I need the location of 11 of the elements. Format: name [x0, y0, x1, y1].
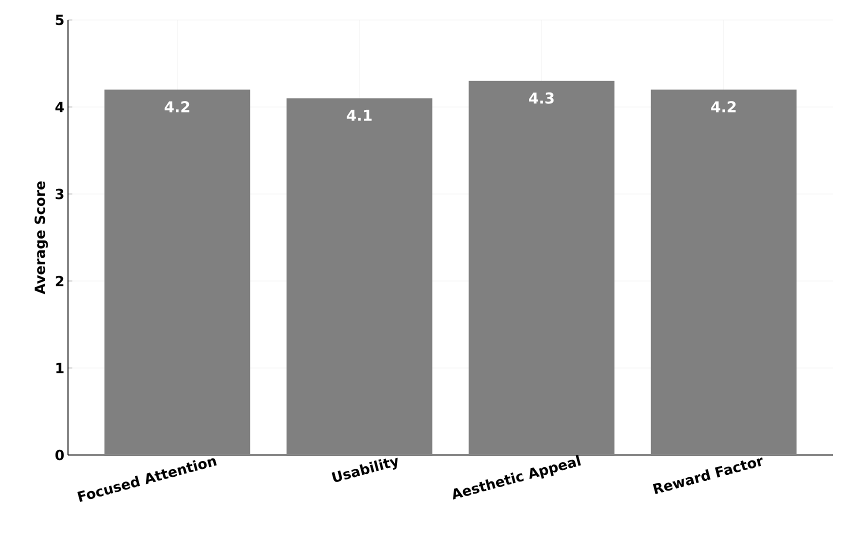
y-tick-label: 1	[56, 362, 64, 374]
y-axis-title: Average Score	[34, 181, 48, 294]
y-tick-label: 0	[55, 450, 64, 460]
data-label: 4.1	[346, 110, 372, 121]
y-tick-label: 5	[56, 14, 64, 26]
data-label: 4.2	[711, 101, 736, 112]
data-label: 4.3	[529, 92, 554, 104]
y-tick-label: 4	[55, 102, 64, 112]
data-label: 4.2	[164, 101, 190, 112]
y-tick-label: 3	[56, 188, 64, 200]
y-tick-label: 2	[56, 276, 64, 286]
